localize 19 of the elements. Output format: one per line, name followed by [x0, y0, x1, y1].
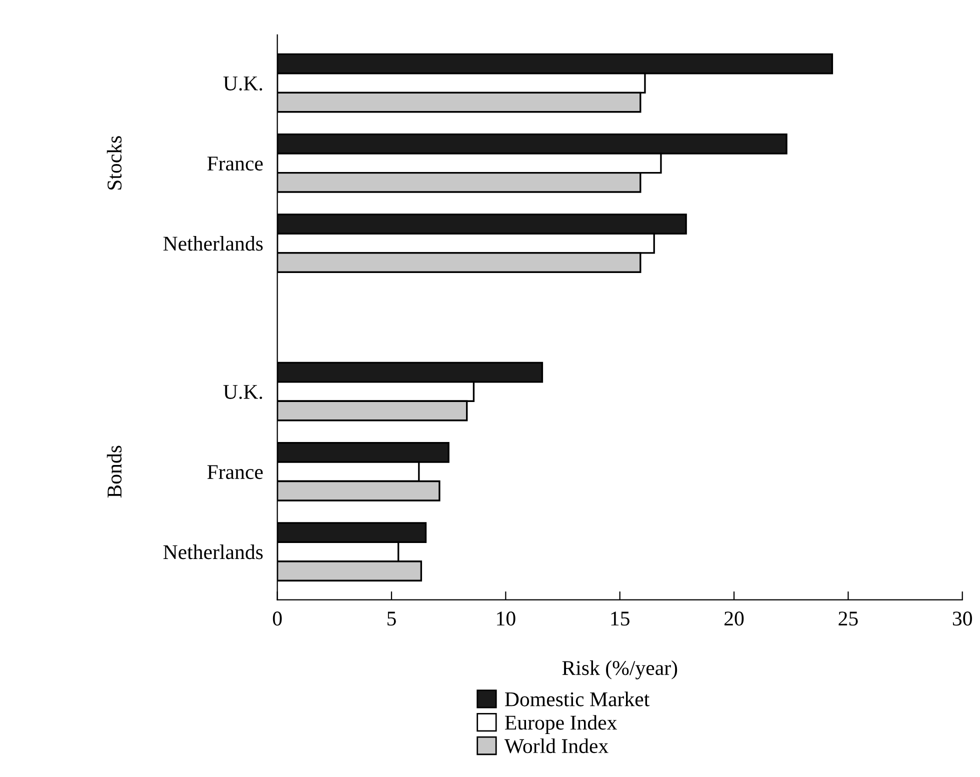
legend-label: Europe Index	[505, 715, 617, 734]
text: Bonds	[106, 446, 122, 498]
y-tick-label: Netherlands	[163, 236, 263, 251]
x-tick-label: 5	[388, 612, 396, 626]
legend-label: World Index	[504, 738, 608, 754]
x-tick-label: 20	[724, 612, 744, 626]
legend-label: Domestic Market	[505, 692, 650, 706]
x-tick-label: 30	[952, 612, 972, 626]
y-tick-label: Netherlands	[163, 544, 263, 560]
y-tick-label: France	[207, 156, 263, 171]
y-tick-label: France	[207, 465, 263, 480]
text: Stocks	[106, 136, 122, 190]
y-tick-label: U.K.	[223, 385, 262, 400]
x-tick-label: 0	[272, 612, 282, 626]
x-tick-label: 10	[497, 612, 516, 626]
y-tick-label: U.K.	[223, 76, 262, 91]
x-tick-label: 15	[611, 612, 630, 626]
x-tick-label: 25	[838, 612, 858, 626]
x-axis-title: Risk (%/year)	[562, 660, 678, 680]
